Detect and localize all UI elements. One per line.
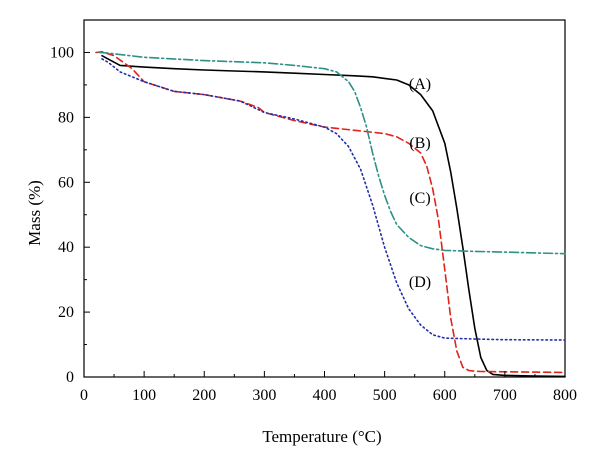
series-line-a: [101, 54, 566, 378]
x-tick-label: 800: [553, 387, 577, 404]
series-line-c: [101, 58, 566, 341]
series-label-d: (D): [409, 274, 431, 291]
x-tick-label: 500: [373, 387, 397, 404]
series-label-b: (B): [409, 135, 430, 152]
plot-area: [83, 19, 566, 378]
y-tick-label: 60: [58, 174, 74, 191]
y-axis-title: Mass (%): [25, 180, 44, 246]
x-tick-label: 700: [493, 387, 517, 404]
x-tick-label: 100: [132, 387, 156, 404]
y-tick-label: 40: [58, 239, 74, 256]
y-tick-label: 0: [66, 369, 74, 386]
series-label-a: (A): [409, 76, 431, 93]
series-label-c: (C): [409, 190, 430, 207]
axis-ticks: 0 100 200 300 400 500 600 700 800 0 20 40 60 80 100: [50, 19, 577, 404]
series-line-d: [98, 51, 566, 255]
series-lines: [95, 50, 566, 378]
x-axis-title: Temperature (°C): [262, 427, 381, 446]
x-tick-label: 300: [252, 387, 276, 404]
y-tick-label: 20: [58, 304, 74, 321]
x-tick-label: 400: [313, 387, 337, 404]
series-labels: (A) (B) (C) (D): [409, 76, 431, 291]
x-tick-label: 200: [192, 387, 216, 404]
x-tick-label: 600: [433, 387, 457, 404]
plot-frame: [83, 19, 566, 378]
x-tick-label: 0: [80, 387, 88, 404]
series-line-b: [95, 50, 566, 374]
y-tick-label: 80: [58, 109, 74, 126]
y-tick-label: 100: [50, 44, 74, 61]
